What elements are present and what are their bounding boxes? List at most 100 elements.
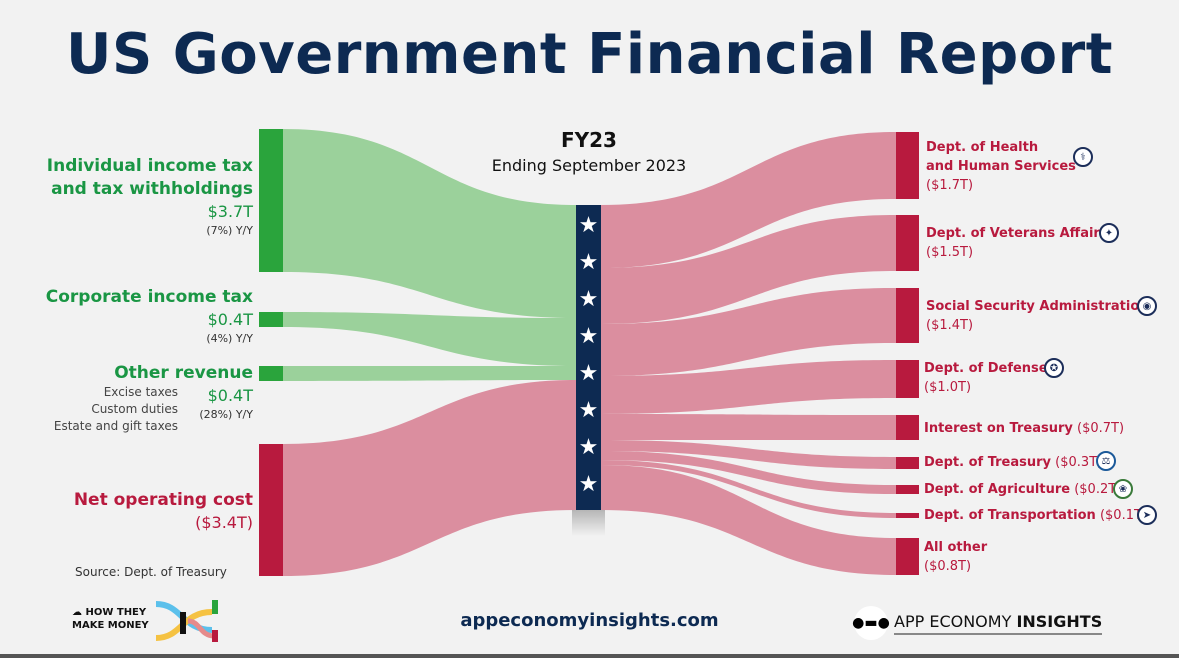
hhs-seal-icon: ⚕ (1073, 147, 1093, 167)
svg-text:★: ★ (579, 398, 599, 423)
game-controller-icon: ●▬● (852, 606, 890, 640)
node-net-operating-cost (259, 444, 283, 576)
svg-text:★: ★ (579, 472, 599, 497)
flow-individual-income (283, 129, 576, 318)
dest-name: Dept. of Treasury (924, 455, 1052, 470)
source-value: $3.7T (207, 202, 253, 221)
dest-va: Dept. of Veterans Affairs ($1.5T) (926, 224, 1108, 262)
source-value: $0.4T (207, 386, 253, 405)
svg-text:★: ★ (579, 287, 599, 312)
node-treasury (896, 457, 919, 469)
source-corporate-income: Corporate income tax $0.4T (4%) Y/Y (46, 286, 253, 347)
fiscal-year: FY23 (561, 128, 617, 152)
ssa-seal-icon: ◉ (1137, 296, 1157, 316)
dest-value: ($1.0T) (924, 380, 972, 395)
dest-value: ($1.5T) (926, 245, 974, 260)
flow-net-operating-cost (283, 380, 576, 576)
flow-corporate-income (283, 312, 576, 366)
dest-name: Dept. of Health (926, 140, 1039, 155)
brand-name: APP ECONOMY INSIGHTS (894, 612, 1103, 635)
flow-interest (601, 414, 896, 440)
center-shadow (572, 510, 605, 536)
dest-name: All other (924, 540, 988, 555)
svg-text:★: ★ (579, 250, 599, 275)
node-interest (896, 415, 919, 440)
node-hhs (896, 132, 919, 199)
svg-text:★: ★ (579, 435, 599, 460)
dest-all-other: All other ($0.8T) (924, 538, 987, 576)
node-all-other (896, 538, 919, 575)
source-yoy: (28%) Y/Y (199, 408, 253, 421)
dest-interest: Interest on Treasury ($0.7T) (924, 419, 1124, 438)
dest-treasury: Dept. of Treasury ($0.3T) (924, 453, 1102, 472)
source-other-revenue: Other revenue Excise taxes Custom duties… (54, 362, 253, 433)
revenue-item: Custom duties (91, 402, 178, 416)
node-individual-income (259, 129, 283, 272)
logo-text: MAKE MONEY (72, 620, 149, 631)
node-other-revenue (259, 366, 283, 381)
brand-logo: ●▬● APP ECONOMY INSIGHTS (852, 606, 1103, 640)
source-yoy: (7%) Y/Y (206, 224, 253, 237)
dest-value: ($1.7T) (926, 178, 974, 193)
star-icons: ★ ★ ★ ★ ★ ★ ★ ★ (579, 213, 599, 497)
source-note: Source: Dept. of Treasury (75, 565, 227, 579)
sankey-logo-icon (155, 600, 218, 642)
logo-text: HOW THEY (85, 607, 147, 618)
flow-transportation (601, 460, 896, 518)
revenue-item: Excise taxes (103, 385, 178, 399)
node-agriculture (896, 485, 919, 494)
source-net-operating-cost: Net operating cost ($3.4T) (74, 489, 253, 534)
node-corporate-income (259, 312, 283, 327)
svg-text:★: ★ (579, 324, 599, 349)
flow-all-other (601, 465, 896, 575)
dest-name: Interest on Treasury (924, 421, 1073, 436)
source-name: Corporate income tax (45, 287, 253, 307)
flow-agriculture (601, 451, 896, 494)
bottom-border (0, 654, 1179, 658)
source-name: and tax withholdings (51, 179, 253, 199)
source-yoy: (4%) Y/Y (206, 332, 253, 345)
dest-name: Dept. of Transportation (924, 508, 1096, 523)
dest-value: ($0.1T) (1099, 508, 1147, 523)
dest-transportation: Dept. of Transportation ($0.1T) (924, 506, 1147, 525)
dest-hhs: Dept. of Health and Human Services ($1.7… (926, 138, 1076, 195)
flow-va (601, 215, 896, 324)
dest-value: ($0.7T) (1077, 421, 1125, 436)
dot-seal-icon: ➤ (1137, 505, 1157, 525)
dest-name: Social Security Administration (926, 299, 1149, 314)
flow-dod (601, 360, 896, 414)
dest-agriculture: Dept. of Agriculture ($0.2T) (924, 480, 1121, 499)
source-value: $0.4T (207, 310, 253, 329)
flow-hhs (601, 132, 896, 268)
node-dod (896, 360, 919, 398)
dest-name: and Human Services (926, 159, 1076, 174)
dest-ssa: Social Security Administration ($1.4T) (926, 297, 1149, 335)
dest-name: Dept. of Veterans Affairs (926, 226, 1108, 241)
dest-dod: Dept. of Defense ($1.0T) (924, 359, 1048, 397)
period-label: FY23 Ending September 2023 (489, 128, 689, 175)
treasury-seal-icon: ⚖ (1096, 451, 1116, 471)
source-name: Other revenue (114, 363, 253, 383)
flow-treasury (601, 440, 896, 469)
dest-value: ($1.4T) (926, 318, 974, 333)
period-ending: Ending September 2023 (491, 156, 687, 175)
flow-other-revenue (283, 366, 576, 381)
source-name: Net operating cost (73, 490, 253, 510)
dest-value: ($0.2T) (1074, 482, 1122, 497)
website-url[interactable]: appeconomyinsights.com (460, 610, 719, 631)
node-transportation (896, 513, 919, 518)
flow-ssa (601, 288, 896, 376)
revenue-item: Estate and gift taxes (53, 419, 178, 433)
node-ssa (896, 288, 919, 343)
center-column (576, 205, 601, 510)
svg-text:★: ★ (579, 361, 599, 386)
other-revenue-items: Excise taxes Custom duties Estate and gi… (54, 384, 178, 435)
how-they-make-money-logo: ☁ HOW THEY MAKE MONEY (72, 606, 149, 632)
va-seal-icon: ✦ (1099, 223, 1119, 243)
dod-seal-icon: ✪ (1044, 358, 1064, 378)
dest-value: ($0.3T) (1055, 455, 1103, 470)
svg-text:★: ★ (579, 213, 599, 238)
page-title: US Government Financial Report (65, 22, 1114, 87)
cloud-icon: ☁ (72, 607, 82, 618)
